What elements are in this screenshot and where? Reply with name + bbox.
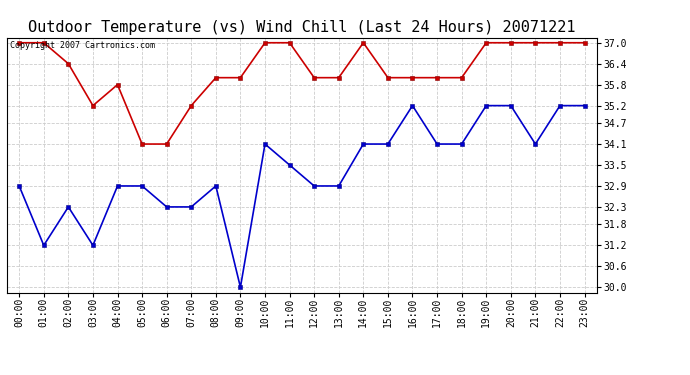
- Title: Outdoor Temperature (vs) Wind Chill (Last 24 Hours) 20071221: Outdoor Temperature (vs) Wind Chill (Las…: [28, 20, 575, 35]
- Text: Copyright 2007 Cartronics.com: Copyright 2007 Cartronics.com: [10, 41, 155, 50]
